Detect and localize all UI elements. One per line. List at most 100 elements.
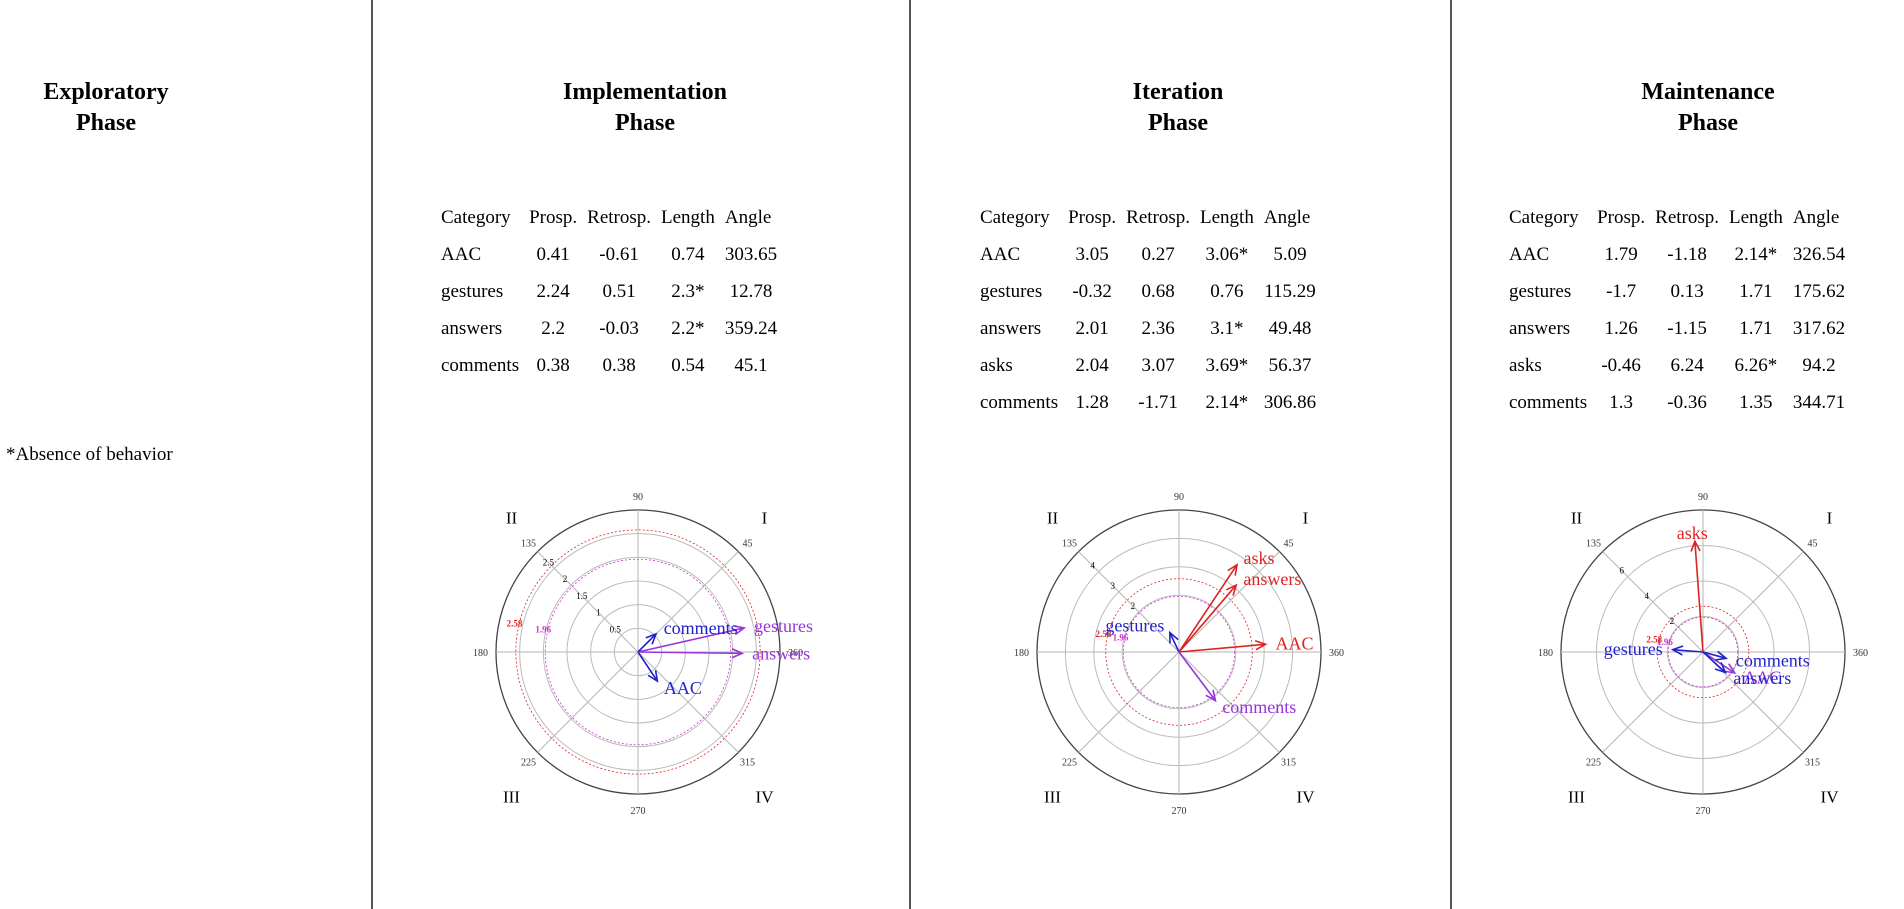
quadrant-label: III	[503, 788, 520, 807]
vector-arrowhead	[1225, 583, 1238, 596]
table-cell: comments	[980, 391, 1059, 413]
table-cell: 2.01	[1075, 317, 1109, 339]
vector-arrowhead	[1670, 645, 1684, 656]
table-cell: 2.2	[541, 317, 565, 339]
table-cell: 6.26*	[1734, 354, 1778, 376]
table-header-cell: Length	[1729, 206, 1783, 228]
table-cell: asks	[1509, 354, 1542, 376]
absence-note: *Absence of behavior	[6, 444, 173, 465]
angle-label: 90	[1174, 492, 1184, 503]
table-row: comments 1.3 -0.36 1.35 344.71	[1509, 384, 1855, 421]
table-row: answers 2.01 2.36 3.1* 49.48	[980, 310, 1326, 347]
table-cell: 1.71	[1739, 280, 1773, 302]
vector-arrowhead	[1715, 650, 1729, 661]
angle-label: 315	[1805, 757, 1820, 768]
angle-label: 270	[1172, 806, 1187, 817]
table-header-cell: Length	[661, 206, 715, 228]
ring-label: 4	[1645, 591, 1650, 601]
vector-arrowhead	[1690, 539, 1701, 552]
table-cell: 1.71	[1739, 317, 1773, 339]
table-row: answers 2.2 -0.03 2.2* 359.24	[441, 310, 787, 347]
ring-label: 2	[1670, 616, 1675, 626]
title-line-2: Phase	[76, 110, 136, 136]
vector-label: answers	[1733, 668, 1791, 688]
ring-circle	[566, 580, 710, 724]
vector-arrowhead	[647, 670, 659, 683]
vector-arrow	[1178, 564, 1238, 653]
angle-label: 360	[1329, 648, 1344, 659]
maintenance-phase-title: Maintenance Phase	[1578, 77, 1838, 139]
angle-label: 270	[1696, 806, 1711, 817]
column-divider	[371, 0, 373, 909]
vector-label: asks	[1677, 523, 1708, 543]
table-cell: 2.14*	[1205, 391, 1249, 413]
table-cell: 0.51	[602, 280, 636, 302]
implementation-phase-title: Implementation Phase	[515, 77, 775, 139]
table-cell: gestures	[980, 280, 1043, 302]
vector-label: comments	[664, 618, 738, 638]
ring-circle	[1064, 537, 1294, 767]
table-row: AAC 1.79 -1.18 2.14* 326.54	[1509, 236, 1855, 273]
table-cell: 175.62	[1792, 280, 1846, 302]
vector-arrow	[1702, 651, 1736, 674]
title-line-1: Maintenance	[1641, 79, 1775, 105]
ring-circle	[1596, 545, 1810, 759]
vector-arrowhead	[1714, 662, 1727, 674]
table-cell: 2.2*	[671, 317, 705, 339]
table-cell: -0.03	[599, 317, 639, 339]
implementation-stats-table: Category Prosp. Retrosp. Length Angle AAC 0.41…	[441, 199, 787, 384]
table-cell: 0.76	[1210, 280, 1244, 302]
vector-label: answers	[1243, 569, 1301, 589]
table-header-cell: Category	[441, 206, 511, 228]
vector-arrow	[637, 627, 745, 653]
table-cell: 326.54	[1792, 243, 1846, 265]
vector-arrow	[1169, 632, 1180, 653]
table-cell: comments	[1509, 391, 1588, 413]
sig-label: 1.96	[1113, 632, 1129, 642]
table-cell: 2.36	[1141, 317, 1175, 339]
table-header-cell: Length	[1200, 206, 1254, 228]
table-header-cell: Category	[1509, 206, 1579, 228]
ring-label: 2	[1131, 601, 1136, 611]
quadrant-label: III	[1568, 788, 1585, 807]
ring-label: 1.5	[576, 591, 588, 601]
sig-label: 2.58	[1095, 629, 1111, 639]
table-cell: 1.3	[1609, 391, 1633, 413]
angle-label: 360	[788, 648, 803, 659]
angle-label: 135	[1062, 539, 1077, 550]
table-cell: 0.74	[671, 243, 705, 265]
angle-label: 225	[1062, 757, 1077, 768]
ring-label: 2	[563, 574, 568, 584]
table-cell: -0.36	[1667, 391, 1707, 413]
vector-arrowhead	[1205, 689, 1217, 703]
angle-label: 270	[631, 806, 646, 817]
sig-196-ring	[1667, 616, 1739, 688]
table-header-row: Category Prosp. Retrosp. Length Angle	[1509, 199, 1855, 236]
quadrant-label: I	[762, 508, 768, 527]
angle-label: 315	[1281, 757, 1296, 768]
table-row: asks -0.46 6.24 6.26* 94.2	[1509, 347, 1855, 384]
table-cell: 0.54	[671, 354, 705, 376]
table-cell: 1.79	[1604, 243, 1638, 265]
angle-label: 45	[742, 539, 752, 550]
table-cell: 0.68	[1141, 280, 1175, 302]
table-header-cell: Prosp.	[529, 206, 578, 228]
quadrant-label: II	[1571, 508, 1583, 527]
table-cell: AAC	[980, 243, 1021, 265]
table-cell: asks	[980, 354, 1013, 376]
table-cell: -1.15	[1667, 317, 1707, 339]
table-cell: AAC	[441, 243, 482, 265]
vector-arrow	[1178, 584, 1237, 653]
table-header-cell: Prosp.	[1597, 206, 1646, 228]
vector-arrow	[1178, 651, 1217, 702]
table-cell: answers	[1509, 317, 1571, 339]
vector-label: gestures	[1604, 639, 1663, 659]
vector-label: gestures	[754, 616, 813, 636]
table-header-cell: Angle	[1263, 206, 1311, 228]
table-cell: comments	[441, 354, 520, 376]
table-cell: 5.09	[1273, 243, 1307, 265]
spoke-line	[1078, 551, 1180, 653]
table-cell: -0.32	[1072, 280, 1112, 302]
table-cell: answers	[441, 317, 503, 339]
